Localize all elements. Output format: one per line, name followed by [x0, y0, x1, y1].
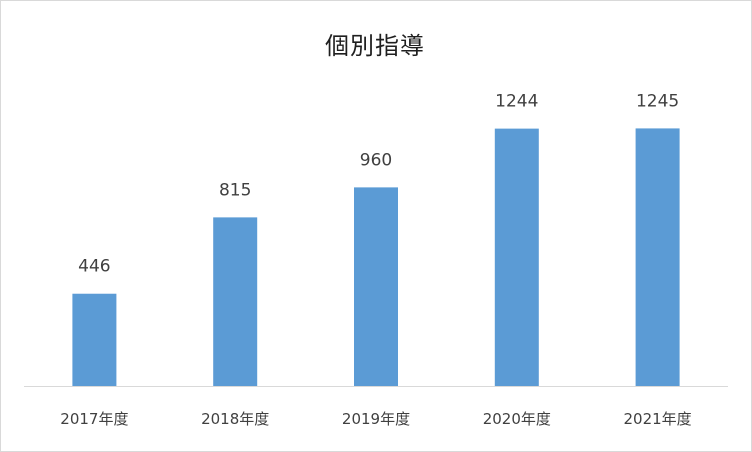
data-label-3: 1244 — [495, 92, 538, 112]
category-labels-group: 2017年度 2018年度 2019年度 2020年度 2021年度 — [60, 410, 691, 428]
data-label-4: 1245 — [636, 91, 679, 111]
category-label-4: 2021年度 — [624, 410, 692, 428]
bar-4 — [635, 128, 680, 386]
data-label-2: 960 — [360, 150, 392, 170]
data-label-1: 815 — [219, 180, 251, 200]
category-label-2: 2019年度 — [342, 410, 410, 428]
bar-0 — [72, 293, 117, 386]
bar-1 — [213, 217, 258, 386]
bars-group — [72, 128, 680, 386]
chart-title: 個別指導 — [325, 32, 425, 60]
bar-2 — [354, 187, 398, 386]
category-label-1: 2018年度 — [201, 410, 269, 428]
bar-3 — [494, 128, 539, 386]
category-label-3: 2020年度 — [483, 410, 551, 428]
category-label-0: 2017年度 — [60, 410, 128, 428]
data-label-0: 446 — [78, 257, 110, 277]
data-labels-group: 446 815 960 1244 1245 — [78, 91, 679, 276]
